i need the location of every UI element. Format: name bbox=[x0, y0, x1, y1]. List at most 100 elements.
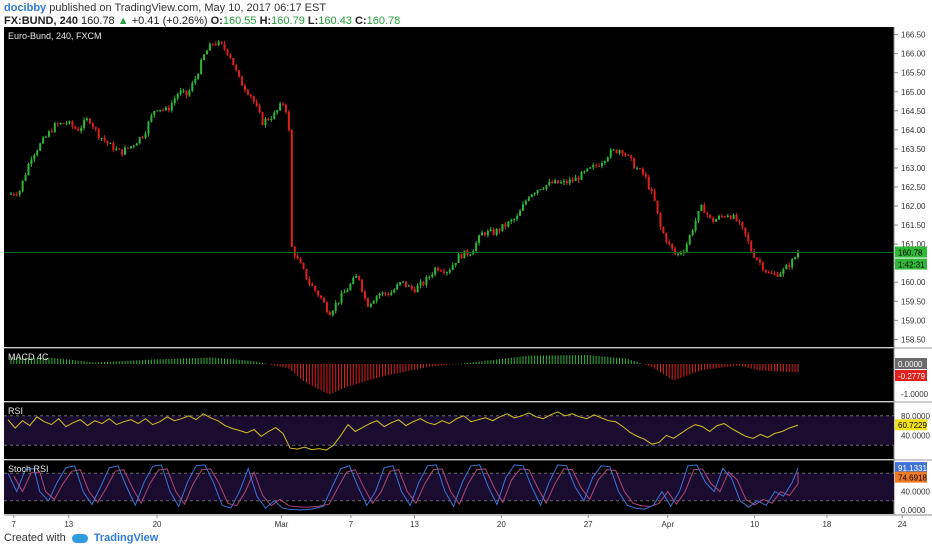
time-tick-label: 18 bbox=[822, 520, 831, 529]
candle-body bbox=[144, 133, 147, 138]
candle-body bbox=[15, 194, 18, 196]
candle-body bbox=[592, 165, 595, 168]
stoch-d-line bbox=[13, 468, 799, 508]
author-link[interactable]: docibby bbox=[4, 2, 47, 14]
last-price: 160.78 bbox=[81, 15, 115, 27]
candle-body bbox=[761, 262, 764, 270]
candle-body bbox=[121, 149, 124, 155]
candle-body bbox=[290, 130, 293, 247]
price-tick-label: 161.00 bbox=[901, 240, 926, 249]
macd-title: MACD 4C bbox=[8, 352, 49, 362]
macd-tick-label: -1.0000 bbox=[901, 390, 929, 399]
rsi-band bbox=[4, 415, 894, 446]
candle-body bbox=[413, 288, 416, 293]
candle-body bbox=[560, 182, 562, 184]
stoch-tick-label: 40.0000 bbox=[901, 488, 930, 497]
candle-body bbox=[346, 290, 349, 293]
candle-body bbox=[320, 295, 323, 298]
candle-body bbox=[448, 270, 451, 273]
candle-body bbox=[308, 279, 311, 284]
candle-body bbox=[454, 263, 457, 266]
candle-body bbox=[334, 302, 337, 311]
symbol-label: FX:BUND, 240 bbox=[4, 15, 78, 27]
candle-body bbox=[562, 181, 565, 183]
candle-body bbox=[565, 181, 568, 184]
candle-body bbox=[299, 258, 302, 264]
candle-body bbox=[100, 137, 103, 139]
candle-body bbox=[112, 143, 115, 151]
candle-body bbox=[440, 270, 443, 272]
candle-body bbox=[241, 76, 244, 86]
time-tick-label: 27 bbox=[584, 520, 593, 529]
candle-body bbox=[571, 179, 574, 181]
pane-main-background bbox=[4, 27, 894, 347]
candle-body bbox=[173, 98, 176, 104]
candle-body bbox=[124, 147, 127, 155]
candle-body bbox=[378, 293, 381, 296]
candle-body bbox=[282, 103, 285, 105]
candle-body bbox=[91, 123, 94, 128]
candle-body bbox=[598, 165, 601, 167]
candle-body bbox=[36, 150, 39, 155]
candle-body bbox=[554, 180, 557, 184]
candle-body bbox=[422, 281, 425, 285]
candle-body bbox=[42, 137, 45, 144]
candle-body bbox=[609, 149, 612, 158]
close-value: 160.78 bbox=[366, 15, 401, 27]
candle-body bbox=[162, 109, 165, 111]
footer: Created with TradingView bbox=[4, 532, 158, 544]
candle-body bbox=[481, 232, 483, 236]
stoch-tick-label: 0.0000 bbox=[901, 506, 926, 515]
candle-body bbox=[650, 189, 653, 192]
candle-body bbox=[691, 230, 694, 236]
candle-body bbox=[305, 268, 308, 280]
candle-body bbox=[545, 184, 548, 189]
candle-body bbox=[712, 217, 715, 222]
candle-body bbox=[135, 143, 138, 146]
candle-body bbox=[349, 284, 352, 291]
candle-body bbox=[732, 214, 735, 219]
tradingview-brand[interactable]: TradingView bbox=[93, 532, 159, 544]
candle-body bbox=[416, 285, 419, 293]
candle-body bbox=[647, 176, 650, 190]
candle-body bbox=[603, 161, 606, 164]
candle-body bbox=[428, 276, 431, 278]
candle-body bbox=[30, 159, 33, 165]
candle-body bbox=[384, 292, 387, 294]
candle-body bbox=[138, 137, 141, 144]
candle-body bbox=[317, 290, 320, 296]
candle-body bbox=[758, 259, 761, 263]
candle-body bbox=[577, 177, 580, 180]
candle-body bbox=[185, 90, 188, 96]
candle-body bbox=[170, 103, 173, 111]
candle-body bbox=[615, 149, 618, 154]
candle-body bbox=[463, 250, 466, 259]
high-value: 160.79 bbox=[271, 15, 305, 27]
candle-body bbox=[770, 273, 773, 275]
rsi-line bbox=[7, 411, 799, 451]
price-tick-label: 159.50 bbox=[901, 297, 926, 306]
time-tick-label: 10 bbox=[750, 520, 759, 529]
symbol-ohlc-bar: FX:BUND, 240 160.78 ▲ +0.41 (+0.26%) O:1… bbox=[4, 15, 400, 27]
candle-body bbox=[706, 212, 709, 215]
macd-value-badge-text: -0.2779 bbox=[898, 372, 926, 381]
candle-body bbox=[352, 277, 355, 285]
chart-canvas[interactable]: 166.50 166.00 165.50 165.00 164.50 164.00 163.… bbox=[0, 27, 932, 530]
candle-body bbox=[252, 96, 255, 102]
candle-body bbox=[791, 259, 794, 268]
candle-body bbox=[644, 174, 647, 177]
candle-body bbox=[703, 204, 706, 213]
created-with-text: Created with bbox=[4, 532, 66, 544]
price-tick-label: 166.00 bbox=[901, 50, 926, 59]
candle-body bbox=[50, 131, 53, 133]
candle-body bbox=[200, 59, 203, 75]
candle-body bbox=[355, 275, 358, 278]
candle-body bbox=[451, 265, 454, 271]
candle-body bbox=[501, 224, 504, 231]
candle-body bbox=[659, 213, 662, 228]
candle-body bbox=[270, 118, 273, 120]
candle-body bbox=[574, 177, 577, 181]
candle-body bbox=[495, 229, 498, 235]
candle-body bbox=[387, 293, 390, 296]
candle-body bbox=[519, 210, 522, 216]
